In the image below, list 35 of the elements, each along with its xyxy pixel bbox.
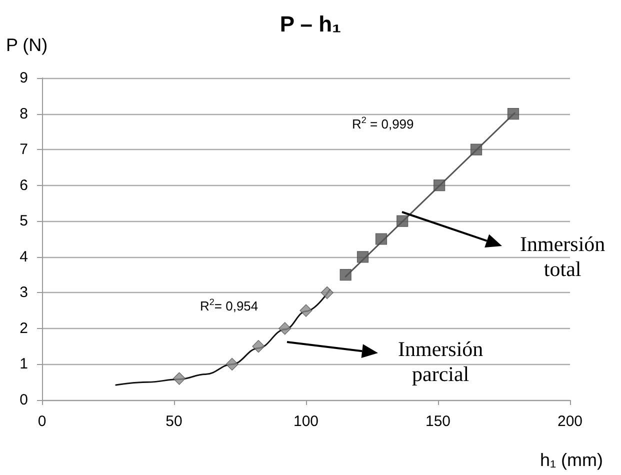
x-tick-label: 50	[166, 413, 182, 430]
point	[434, 180, 446, 192]
point	[340, 268, 352, 281]
y-tick-label: 9	[20, 70, 28, 86]
y-axis-title: P (N)	[6, 35, 48, 55]
annotation: R$^{2}$ = 0,999	[352, 115, 414, 132]
annotation: Inmersión parcial	[398, 337, 484, 387]
point	[470, 144, 482, 156]
point	[507, 108, 520, 120]
point	[278, 322, 292, 335]
y-tick-label: 4	[20, 248, 28, 266]
y-tick-label: 0	[20, 392, 28, 408]
point	[320, 286, 334, 299]
point	[396, 215, 408, 227]
y-tick-label: 3	[20, 284, 28, 302]
point	[375, 233, 388, 245]
y-tick-label: 1	[20, 356, 28, 373]
chart-title: P – h₁	[280, 12, 342, 36]
x-tick-label: 0	[38, 413, 46, 430]
y-tick-label: 7	[20, 141, 28, 158]
y-tick-label: 2	[20, 320, 28, 337]
annotation: R$^{2}$= 0,954	[200, 297, 258, 314]
x-tick-label: 200	[557, 413, 583, 430]
point	[252, 340, 265, 353]
y-tick-label: 5	[20, 212, 28, 230]
point	[172, 372, 186, 385]
point	[226, 358, 238, 371]
point	[356, 251, 369, 263]
x-tick-label: 100	[293, 413, 319, 430]
x-axis-title: h₁ (mm)	[540, 450, 603, 470]
x-tick-label: 150	[425, 413, 451, 430]
annotation: Inmersión total	[520, 232, 606, 282]
y-tick-label: 8	[20, 105, 28, 122]
y-tick-label: 6	[20, 176, 28, 194]
point	[300, 304, 312, 317]
